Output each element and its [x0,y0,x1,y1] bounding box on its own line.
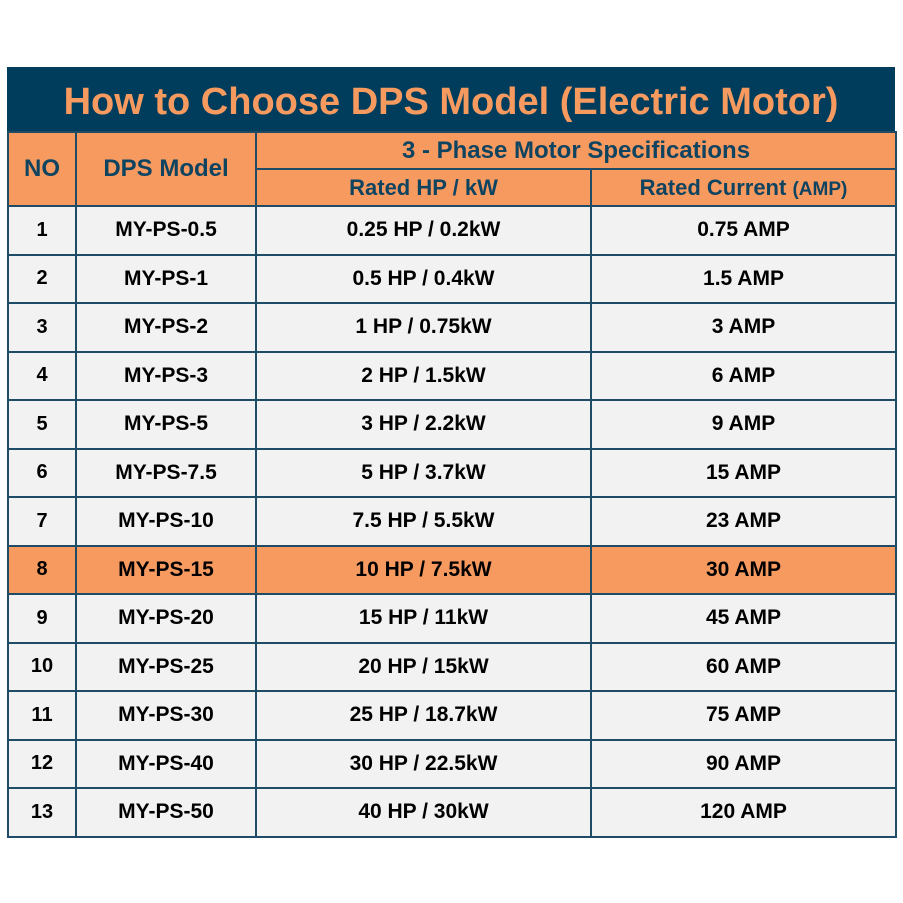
cell-rated-current: 45 AMP [590,593,897,644]
cell-rated-hp: 3 HP / 2.2kW [255,399,592,450]
table-row: 9 MY-PS-20 15 HP / 11kW 45 AMP [7,593,897,644]
table-row: 3 MY-PS-2 1 HP / 0.75kW 3 AMP [7,302,897,353]
table-row: 12 MY-PS-40 30 HP / 22.5kW 90 AMP [7,738,897,789]
table-row: 6 MY-PS-7.5 5 HP / 3.7kW 15 AMP [7,447,897,498]
header-rated-current: Rated Current (AMP) [590,168,897,207]
cell-model: MY-PS-20 [75,593,257,644]
cell-model: MY-PS-25 [75,641,257,692]
header-dps-model: DPS Model [75,131,257,207]
table-title: How to Choose DPS Model (Electric Motor) [7,67,895,131]
cell-no: 7 [7,496,77,547]
cell-model: MY-PS-2 [75,302,257,353]
cell-rated-hp: 1 HP / 0.75kW [255,302,592,353]
cell-rated-hp: 20 HP / 15kW [255,641,592,692]
cell-model: MY-PS-15 [75,544,257,595]
cell-rated-current: 1.5 AMP [590,253,897,304]
cell-no: 13 [7,787,77,838]
cell-model: MY-PS-0.5 [75,205,257,256]
cell-rated-current: 90 AMP [590,738,897,789]
cell-rated-current: 15 AMP [590,447,897,498]
header-rated-hp: Rated HP / kW [255,168,592,207]
cell-no: 4 [7,350,77,401]
cell-model: MY-PS-5 [75,399,257,450]
cell-rated-hp: 0.5 HP / 0.4kW [255,253,592,304]
cell-rated-hp: 10 HP / 7.5kW [255,544,592,595]
table-row: 7 MY-PS-10 7.5 HP / 5.5kW 23 AMP [7,496,897,547]
cell-no: 10 [7,641,77,692]
cell-no: 8 [7,544,77,595]
header-rated-current-label: Rated Current [639,174,787,200]
table-row: 2 MY-PS-1 0.5 HP / 0.4kW 1.5 AMP [7,253,897,304]
cell-no: 5 [7,399,77,450]
cell-rated-current: 23 AMP [590,496,897,547]
cell-model: MY-PS-30 [75,690,257,741]
cell-rated-current: 60 AMP [590,641,897,692]
cell-no: 6 [7,447,77,498]
table-row: 10 MY-PS-25 20 HP / 15kW 60 AMP [7,641,897,692]
table-row: 13 MY-PS-50 40 HP / 30kW 120 AMP [7,787,897,838]
cell-rated-current: 3 AMP [590,302,897,353]
table-row: 4 MY-PS-3 2 HP / 1.5kW 6 AMP [7,350,897,401]
cell-no: 9 [7,593,77,644]
table-row: 8 MY-PS-15 10 HP / 7.5kW 30 AMP [7,544,897,595]
cell-rated-hp: 7.5 HP / 5.5kW [255,496,592,547]
cell-no: 3 [7,302,77,353]
cell-rated-current: 120 AMP [590,787,897,838]
cell-model: MY-PS-40 [75,738,257,789]
header-motor-specs: 3 - Phase Motor Specifications [255,131,897,170]
cell-rated-current: 9 AMP [590,399,897,450]
cell-rated-current: 30 AMP [590,544,897,595]
cell-rated-hp: 0.25 HP / 0.2kW [255,205,592,256]
model-selection-table: How to Choose DPS Model (Electric Motor)… [7,67,897,838]
cell-rated-hp: 30 HP / 22.5kW [255,738,592,789]
cell-rated-current: 6 AMP [590,350,897,401]
cell-model: MY-PS-50 [75,787,257,838]
cell-model: MY-PS-10 [75,496,257,547]
cell-model: MY-PS-7.5 [75,447,257,498]
cell-no: 1 [7,205,77,256]
cell-rated-hp: 15 HP / 11kW [255,593,592,644]
cell-model: MY-PS-1 [75,253,257,304]
cell-rated-current: 0.75 AMP [590,205,897,256]
cell-no: 2 [7,253,77,304]
header-no: NO [7,131,77,207]
cell-rated-hp: 2 HP / 1.5kW [255,350,592,401]
header-rated-current-unit: (AMP) [792,178,848,200]
cell-rated-hp: 5 HP / 3.7kW [255,447,592,498]
cell-rated-hp: 40 HP / 30kW [255,787,592,838]
table-row: 11 MY-PS-30 25 HP / 18.7kW 75 AMP [7,690,897,741]
table-row: 5 MY-PS-5 3 HP / 2.2kW 9 AMP [7,399,897,450]
cell-model: MY-PS-3 [75,350,257,401]
cell-no: 11 [7,690,77,741]
cell-no: 12 [7,738,77,789]
cell-rated-hp: 25 HP / 18.7kW [255,690,592,741]
table-row: 1 MY-PS-0.5 0.25 HP / 0.2kW 0.75 AMP [7,205,897,256]
cell-rated-current: 75 AMP [590,690,897,741]
